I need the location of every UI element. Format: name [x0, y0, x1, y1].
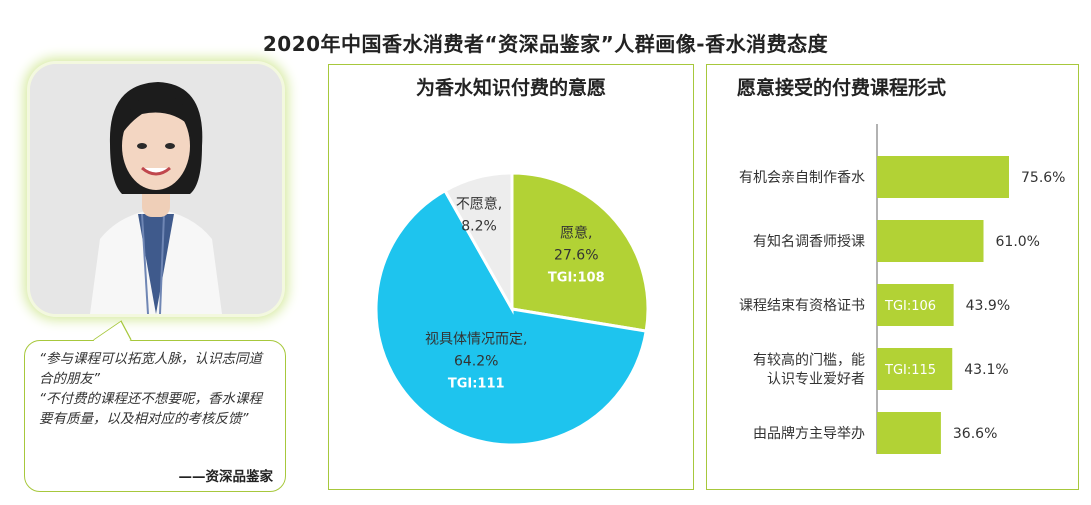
portrait-photo — [30, 64, 282, 314]
pie-value-label-2: 8.2% — [461, 218, 497, 234]
bar-value-label-2: 43.9% — [966, 298, 1010, 314]
bar-chart: 有机会亲自制作香水 75.6% 有知名调香师授课 61.0% 课程结束有资格证书 43.9… — [739, 124, 1065, 454]
bar-chart-title: 愿意接受的付费课程形式 — [737, 77, 947, 99]
pie-chart-title: 为香水知识付费的意愿 — [415, 77, 606, 99]
pie-slice-label-2: 不愿意, — [456, 195, 502, 212]
bar-value-label-4: 36.6% — [953, 426, 997, 442]
bar-4 — [877, 412, 941, 454]
bar-category-label-1: 有知名调香师授课 — [753, 233, 865, 250]
bar-category-label-4: 由品牌方主导举办 — [753, 425, 865, 442]
bar-category-label-0: 有机会亲自制作香水 — [739, 170, 865, 186]
pie-value-label-1: 64.2% — [454, 353, 498, 369]
bar-value-label-3: 43.1% — [964, 362, 1008, 378]
pie-chart-panel: 为香水知识付费的意愿 愿意, 27.6% TGI:108 视具体情况而定, 64.2% T… — [328, 64, 694, 490]
bar-1 — [877, 220, 984, 262]
bar-0 — [877, 156, 1009, 198]
quote-signature: ——资深品鉴家 — [178, 469, 274, 485]
bar-value-label-1: 61.0% — [996, 234, 1040, 250]
pie-value-label-0: 27.6% — [554, 247, 598, 263]
portrait-illustration — [30, 64, 282, 314]
quote-text: “参与课程可以拓宽人脉，认识志同道合的朋友” “不付费的课程还不想要呢，香水课程… — [39, 349, 275, 429]
bar-2 — [877, 284, 954, 326]
pie-slice-label-0: 愿意, — [560, 224, 592, 241]
pie-tgi-label-1: TGI:111 — [448, 376, 505, 391]
bar-tgi-label-3: TGI:115 — [884, 363, 936, 378]
page-title: 2020年中国香水消费者“资深品鉴家”人群画像-香水消费态度 — [262, 32, 829, 56]
bar-category-label-3: 认识专业爱好者 — [767, 372, 865, 388]
pie-slice-label-1: 视具体情况而定, — [425, 331, 527, 347]
bar-value-label-0: 75.6% — [1021, 170, 1065, 186]
pie-chart: 愿意, 27.6% TGI:108 视具体情况而定, 64.2% TGI:111 不愿意, 8… — [374, 171, 650, 447]
quote-line-2: “不付费的课程还不想要呢，香水课程要有质量，以及相对应的考核反馈” — [39, 391, 262, 427]
bar-category-label-2: 课程结束有资格证书 — [739, 298, 865, 314]
pie-tgi-label-0: TGI:108 — [548, 270, 605, 285]
pie-slice-2 — [442, 171, 514, 315]
pie-slice-0 — [510, 171, 650, 333]
pie-slice-1 — [374, 188, 648, 447]
quote-line-1: “参与课程可以拓宽人脉，认识志同道合的朋友” — [39, 351, 262, 387]
quote-bubble: “参与课程可以拓宽人脉，认识志同道合的朋友” “不付费的课程还不想要呢，香水课程… — [24, 320, 286, 492]
bar-chart-panel: 愿意接受的付费课程形式 有机会亲自制作香水 75.6% 有知名调香师授课 61.0% 课… — [706, 64, 1079, 490]
bar-tgi-label-2: TGI:106 — [884, 299, 936, 314]
bar-category-label-3: 有较高的门槛，能 — [753, 352, 865, 369]
bar-3 — [877, 348, 953, 390]
